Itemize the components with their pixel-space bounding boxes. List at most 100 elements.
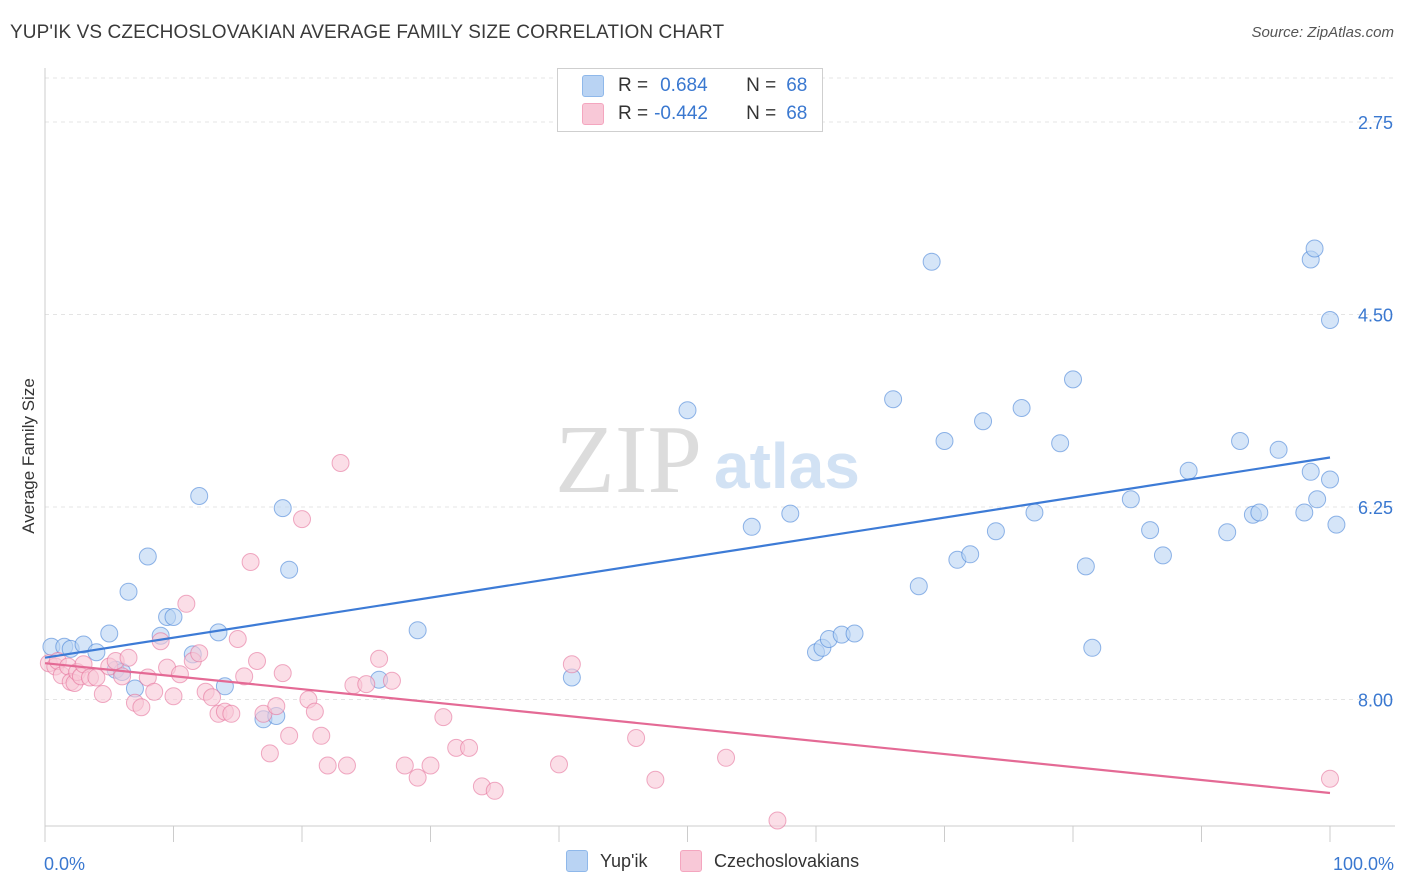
yupik-point — [1305, 239, 1324, 258]
legend-r-value: -0.442 — [654, 103, 708, 124]
legend-swatch-pink — [582, 103, 604, 125]
yupik-point — [1231, 432, 1250, 450]
yupik-point — [1076, 557, 1095, 576]
yupik-point — [1308, 490, 1327, 509]
czech-point — [119, 648, 138, 667]
y-tick-label: 2.75 — [1358, 113, 1393, 133]
yupik-point — [742, 517, 761, 536]
legend-r-label: R = — [618, 103, 649, 124]
yupik-point — [1051, 434, 1070, 453]
yupik-point — [1301, 462, 1320, 481]
yupik-point — [974, 412, 993, 431]
yupik-point — [1141, 521, 1160, 540]
yupik-point — [922, 252, 941, 271]
yupik-point — [1327, 515, 1346, 534]
chart-title: YUP'IK VS CZECHOSLOVAKIAN AVERAGE FAMILY… — [10, 22, 725, 43]
czech-point — [132, 698, 151, 717]
grid-lines — [45, 77, 1395, 700]
bottom-legend-czech: Czechoslovakians — [680, 850, 859, 872]
czech-point — [93, 685, 112, 703]
yupik-point — [845, 624, 864, 643]
yupik-point — [408, 621, 427, 640]
czech-point — [408, 768, 427, 787]
watermark-zip: ZIP — [555, 406, 702, 514]
yupik-point — [1025, 503, 1044, 522]
czech-point — [228, 630, 247, 648]
legend-n-label: N = — [746, 75, 777, 96]
watermark-atlas: atlas — [714, 430, 860, 502]
czech-point — [627, 729, 646, 747]
yupik-point — [1179, 461, 1198, 480]
czech-point — [273, 664, 292, 683]
czech-point — [717, 748, 736, 767]
yupik-point — [1083, 638, 1102, 657]
bottom-legend-label: Czechoslovakians — [714, 850, 860, 871]
czech-point — [177, 594, 196, 613]
data-points — [39, 239, 1346, 830]
yupik-trend-line — [44, 456, 1331, 659]
yupik-point — [884, 390, 903, 409]
y-axis-label: Average Family Size — [19, 378, 38, 534]
x-tick-label: 100.0% — [1333, 854, 1394, 874]
yupik-point — [1121, 490, 1140, 509]
y-tick-label: 6.25 — [1358, 498, 1393, 518]
yupik-point — [280, 560, 299, 579]
czech-point — [337, 756, 356, 775]
czech-point — [1321, 769, 1339, 788]
yupik-point — [935, 432, 954, 450]
czech-point — [312, 726, 331, 745]
legend-row-yupik: R = 0.684 N = 68 — [582, 72, 807, 100]
y-tick-label: 4.50 — [1358, 306, 1393, 326]
legend-r-value: 0.684 — [660, 75, 708, 96]
yupik-point — [909, 577, 928, 596]
czech-point — [280, 726, 299, 745]
tick-labels: 8.00 6.25 4.50 2.75 0.0% 100.0% — [44, 113, 1394, 874]
czech-point — [395, 756, 414, 775]
yupik-point — [87, 643, 106, 662]
bottom-legend-label: Yup'ik — [600, 850, 648, 871]
yupik-point — [961, 545, 980, 564]
yupik-point — [1218, 523, 1237, 542]
yupik-point — [119, 582, 138, 601]
yupik-point — [100, 624, 119, 643]
legend-swatch-blue — [582, 75, 604, 97]
czech-point — [434, 708, 453, 727]
czech-point — [170, 665, 189, 684]
czech-point — [293, 510, 311, 529]
bottom-legend-swatch-pink — [680, 850, 702, 872]
czech-point — [222, 704, 241, 723]
x-tick-label: 0.0% — [44, 854, 85, 874]
legend-n-value: 68 — [786, 103, 808, 124]
legend-row-czech: R = -0.442 N = 68 — [582, 100, 807, 128]
yupik-point — [164, 608, 183, 626]
czech-point — [421, 756, 440, 775]
legend-n-label: N = — [746, 103, 777, 124]
czech-point — [485, 781, 504, 800]
czech-point — [267, 697, 286, 716]
czech-point — [305, 702, 324, 721]
czech-point — [318, 756, 337, 775]
source-label: Source: ZipAtlas.com — [1251, 24, 1394, 41]
yupik-point — [1295, 503, 1314, 522]
yupik-point — [190, 487, 209, 505]
yupik-point — [1250, 503, 1269, 522]
czech-point — [460, 738, 479, 757]
czech-point — [646, 770, 665, 789]
yupik-point — [1321, 311, 1339, 329]
czech-point — [331, 454, 350, 472]
legend-n-value: 68 — [786, 75, 808, 96]
yupik-point — [986, 522, 1005, 541]
yupik-point — [1012, 399, 1031, 417]
correlation-legend: R = 0.684 N = 68 R = -0.442 N = 68 — [557, 68, 823, 132]
yupik-point — [1064, 370, 1082, 389]
legend-r-label: R = — [618, 75, 649, 96]
czech-point — [203, 688, 222, 707]
yupik-point — [1321, 470, 1339, 489]
czech-trend-line — [44, 662, 1331, 795]
trend-lines — [44, 456, 1331, 795]
yupik-point — [1269, 440, 1288, 459]
yupik-point — [1153, 546, 1172, 565]
czech-point — [190, 644, 209, 663]
czech-point — [562, 655, 581, 674]
